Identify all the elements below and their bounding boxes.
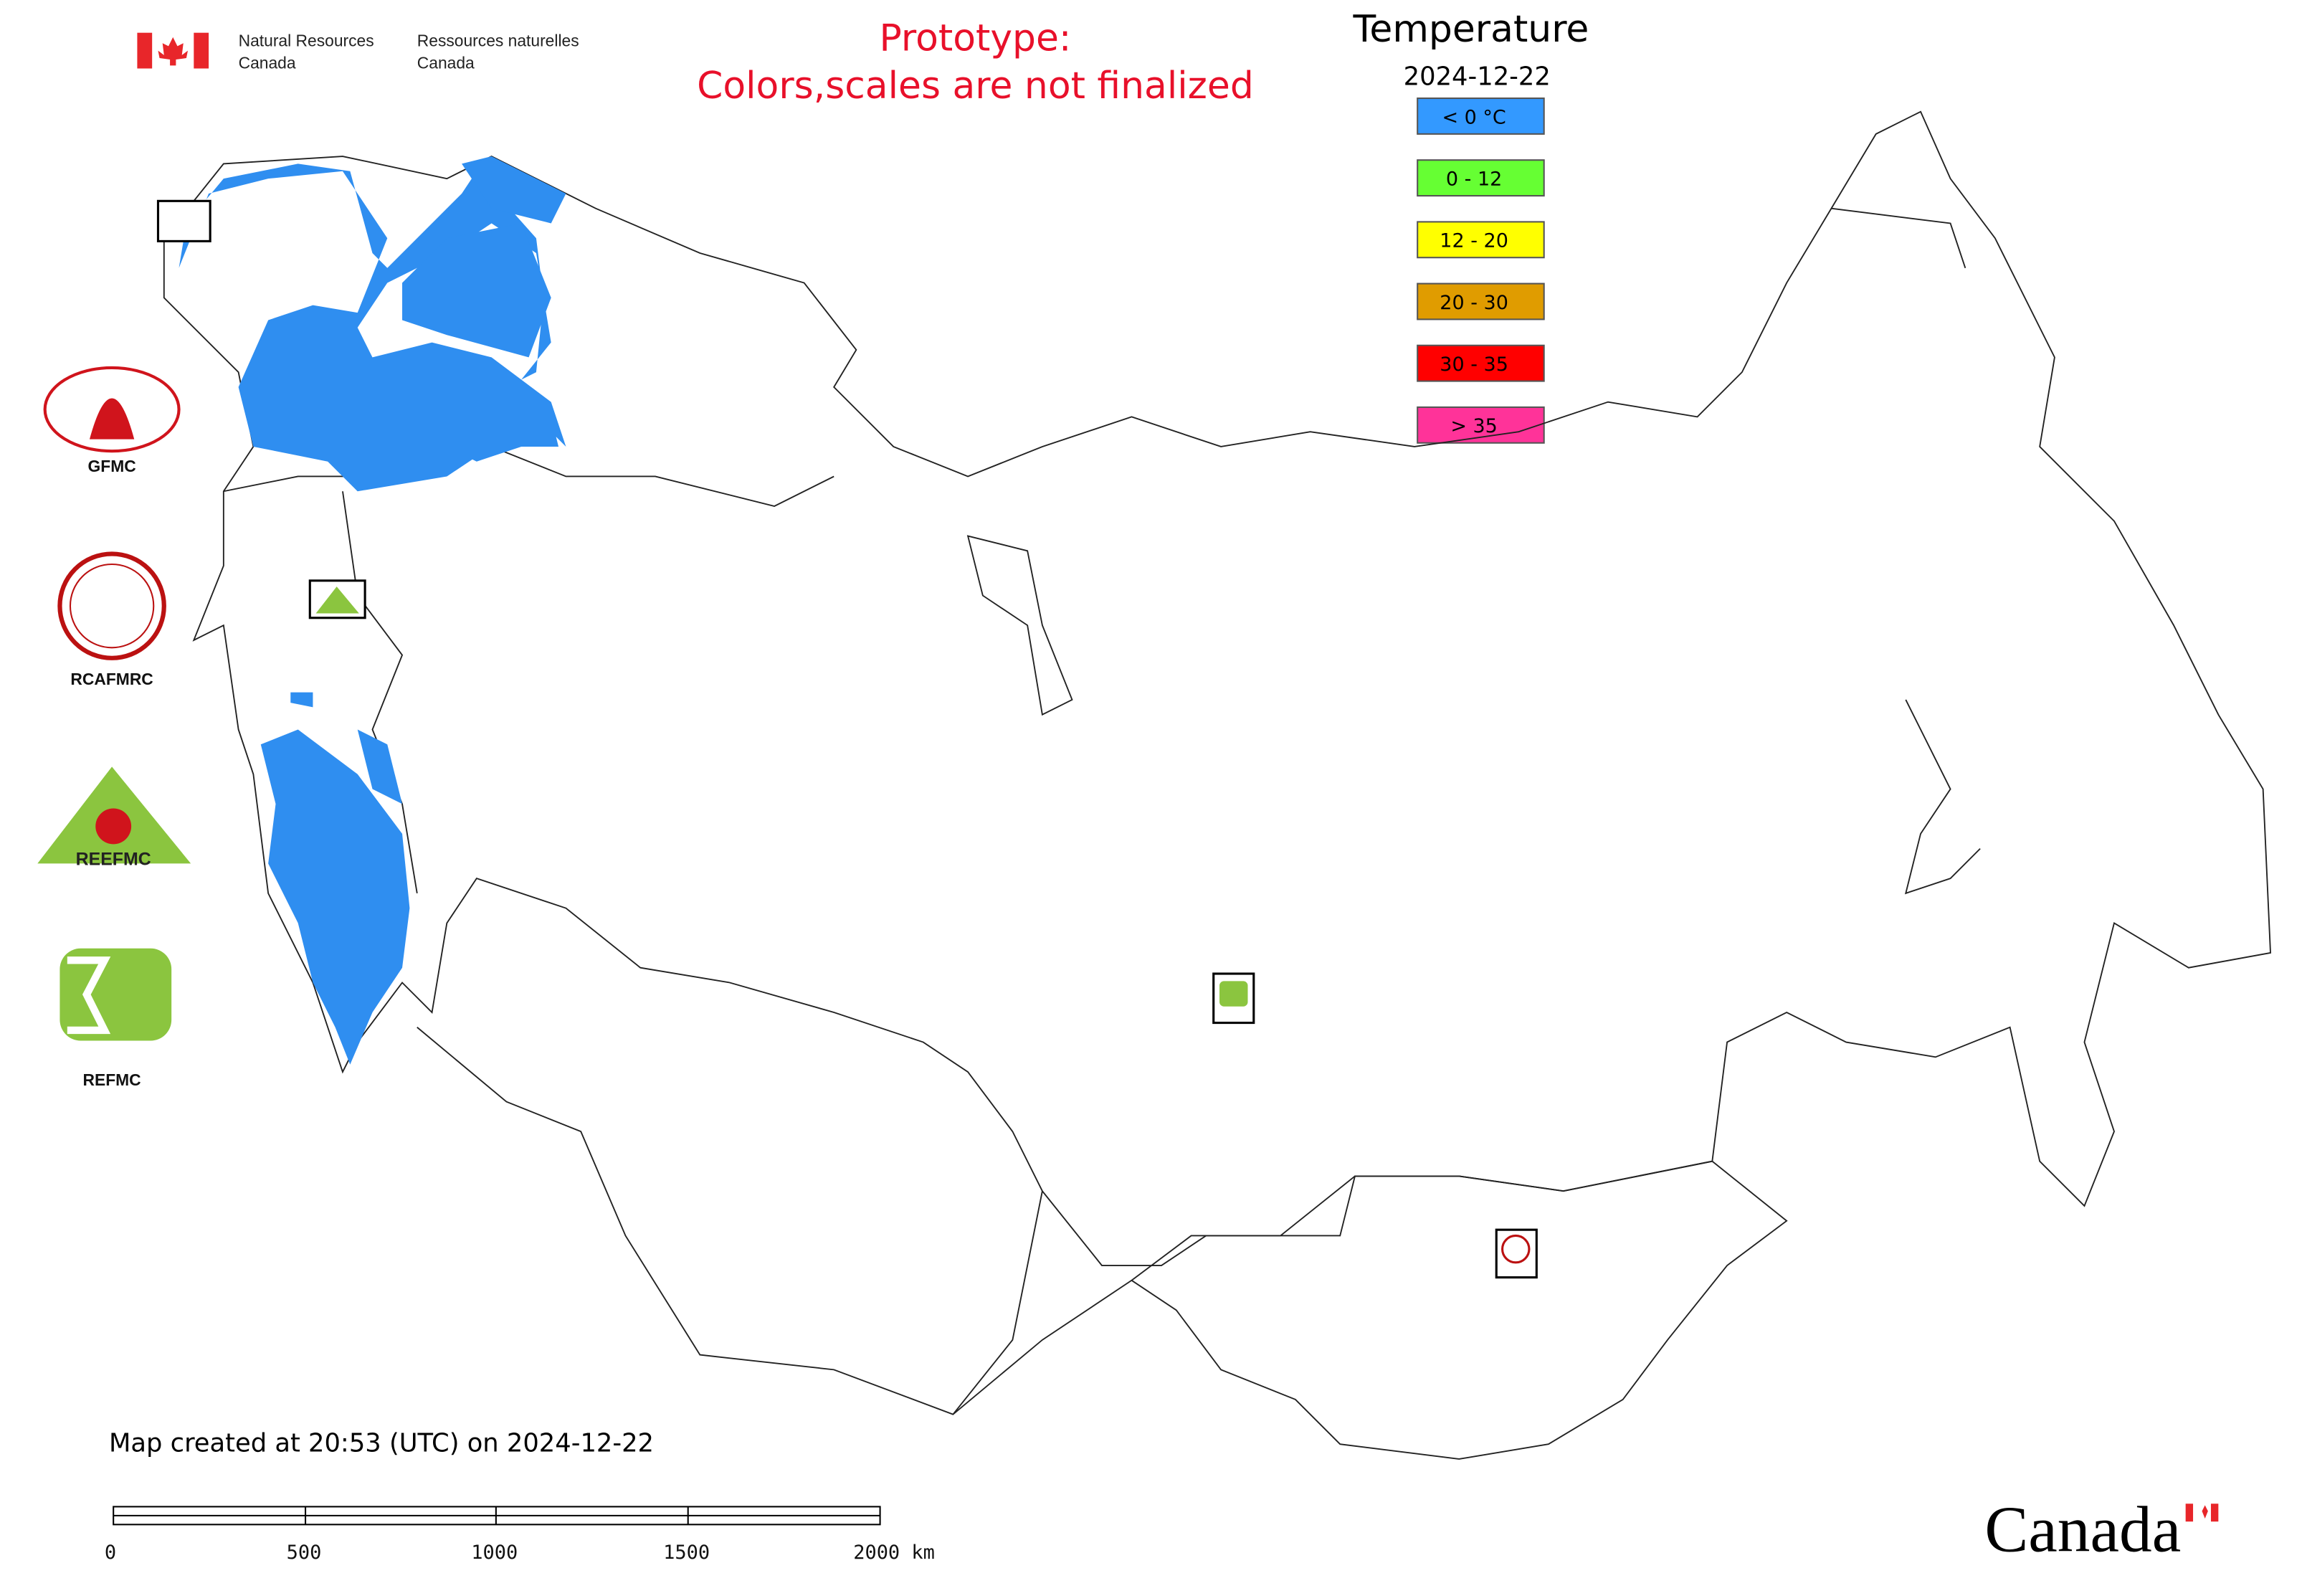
agency-fr: Ressources naturelles <box>417 31 579 49</box>
legend-label: > 35 <box>1450 415 1498 437</box>
legend-swatch <box>1417 221 1545 259</box>
notice: Colors,scales are not finalized <box>697 65 1254 108</box>
legend-label: 30 - 35 <box>1440 353 1508 376</box>
scale-bar <box>113 1506 881 1526</box>
temperature-area <box>179 156 566 1065</box>
logo-label: RCAFMRC <box>70 670 153 688</box>
legend-label: 12 - 20 <box>1440 230 1508 252</box>
logo-label: GFMC <box>88 457 136 475</box>
scale-label: 1500 <box>663 1542 710 1564</box>
agency-en: Natural Resources <box>239 31 374 49</box>
footer: Map created at 20:53 (UTC) on 2024-12-22 <box>109 1429 654 1458</box>
scale-label: 0 <box>105 1542 116 1564</box>
logo-label: REFMC <box>83 1070 141 1089</box>
legend: < 0 °C 0 - 12 12 - 20 20 - 30 30 - 35 > 35 <box>1417 98 1545 444</box>
legend-label: 0 - 12 <box>1446 168 1502 191</box>
legend-swatch <box>1417 159 1545 197</box>
logo-column <box>37 199 1538 1279</box>
wordmark-flag <box>2185 1504 2219 1522</box>
agency-en: Canada <box>239 54 296 72</box>
legend-label: 20 - 30 <box>1440 292 1508 314</box>
legend-label: < 0 °C <box>1442 106 1506 128</box>
legend-date: 2024-12-22 <box>1404 62 1551 91</box>
scale-label: 500 <box>287 1542 322 1564</box>
scale-label: 2000 km <box>853 1542 935 1564</box>
agency-fr: Canada <box>417 54 475 72</box>
legend-swatch <box>1417 98 1545 135</box>
wordmark: Canada <box>1984 1493 2181 1566</box>
legend-title: Temperature <box>1353 8 1589 51</box>
legend-swatch <box>1417 282 1545 320</box>
canada-flag <box>137 32 209 69</box>
map-outlines <box>163 110 2271 1460</box>
notice: Prototype: <box>880 17 1072 60</box>
legend-swatch <box>1417 344 1545 382</box>
scale-label: 1000 <box>471 1542 518 1564</box>
logo-label: REEFMC <box>76 849 151 869</box>
